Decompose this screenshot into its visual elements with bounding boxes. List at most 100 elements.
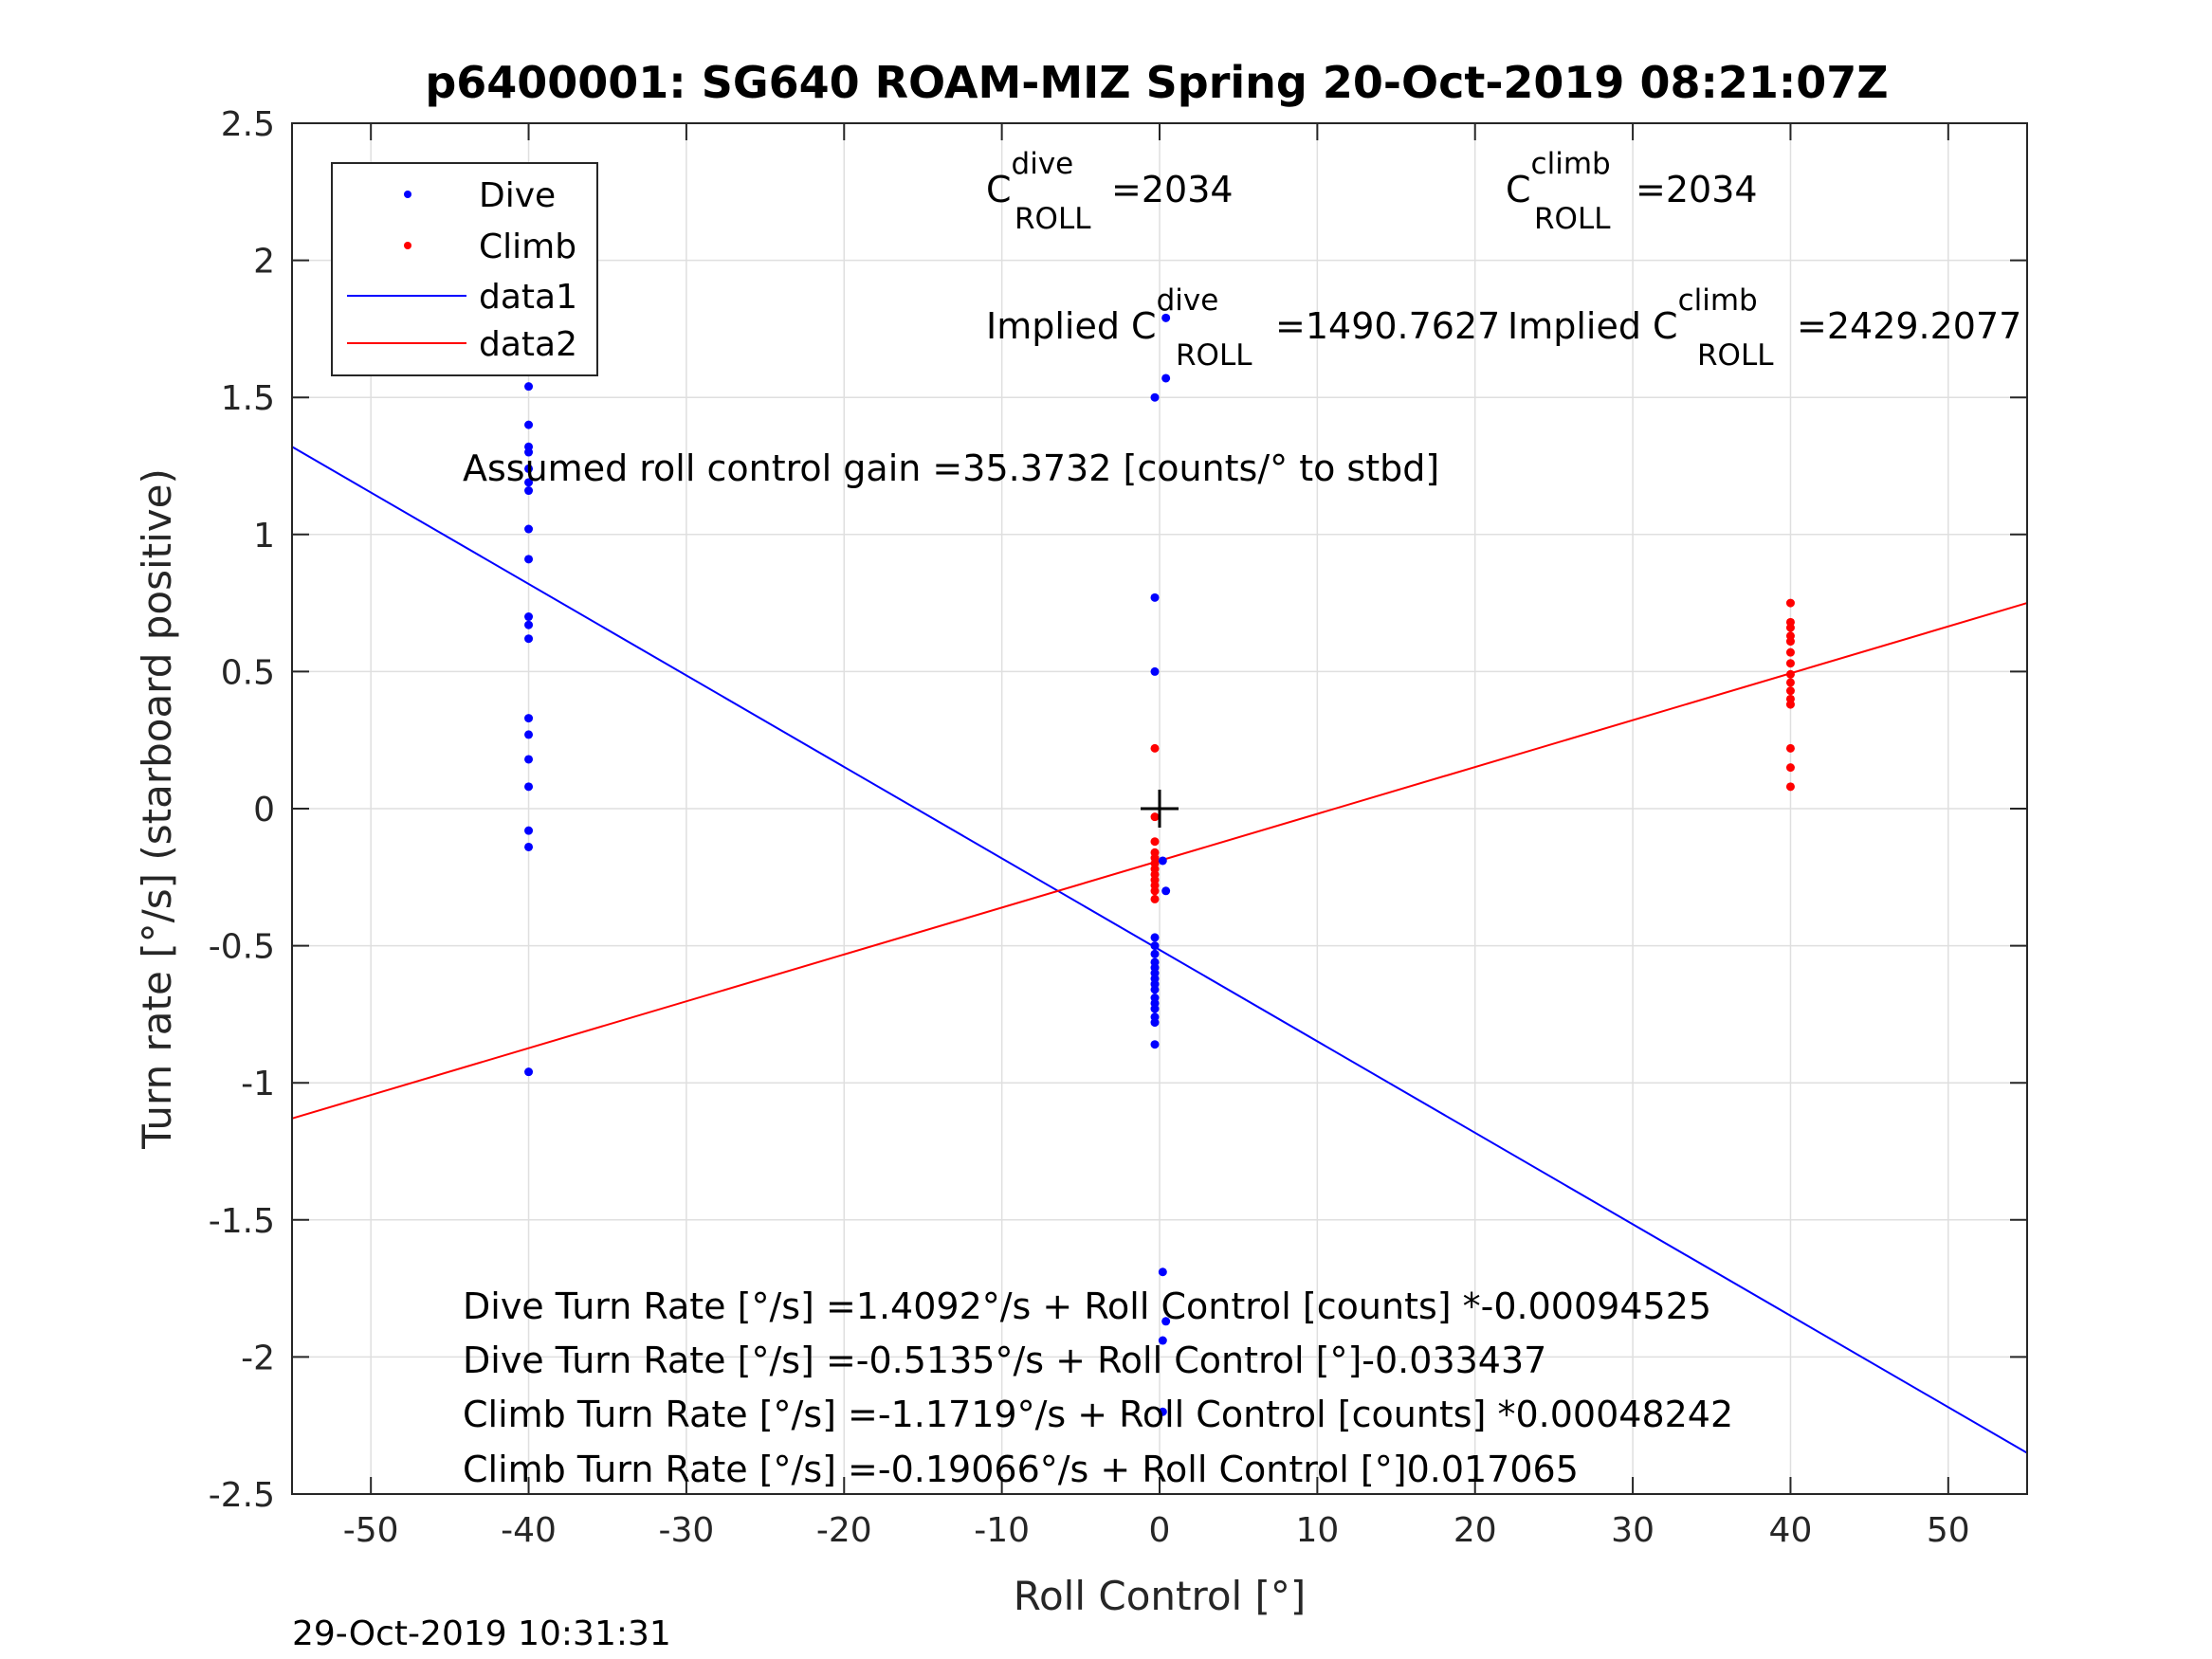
dive-point bbox=[1150, 592, 1160, 602]
implied-c-roll-climb: Implied Cclimb ROLL bbox=[1508, 283, 1774, 373]
dive-point bbox=[1161, 1317, 1171, 1326]
x-tick-label: -30 bbox=[659, 1511, 715, 1550]
c-roll-dive: Cdive ROLL bbox=[986, 147, 1091, 236]
axes-box bbox=[291, 122, 2028, 1495]
climb-point bbox=[1150, 743, 1160, 753]
climb-point bbox=[1785, 782, 1795, 792]
climb-point bbox=[1150, 894, 1160, 903]
x-axis-label: Roll Control [°] bbox=[1014, 1573, 1307, 1619]
legend-dive-marker bbox=[404, 191, 411, 198]
dive-point bbox=[524, 842, 534, 851]
climb-point bbox=[1785, 598, 1795, 608]
x-tick-label: -20 bbox=[816, 1511, 872, 1550]
dive-point bbox=[1150, 985, 1160, 994]
dive-point bbox=[524, 555, 534, 564]
dive-point bbox=[524, 714, 534, 723]
climb-point bbox=[1150, 886, 1160, 896]
dive-point bbox=[524, 524, 534, 534]
dive-point bbox=[1150, 666, 1160, 676]
dive-point bbox=[524, 447, 534, 457]
dive-point bbox=[1150, 949, 1160, 958]
dive-point bbox=[524, 420, 534, 429]
dive-point bbox=[1150, 1004, 1160, 1013]
c-roll-climb-main: C bbox=[1506, 169, 1531, 210]
y-axis-ticks: -2.5 -2 -1.5 -1 -0.5 0 0.5 1 1.5 2 2.5 bbox=[209, 105, 2027, 1515]
dive-point bbox=[1158, 1407, 1167, 1416]
dive-point bbox=[524, 478, 534, 487]
y-tick-label: -2.5 bbox=[209, 1476, 275, 1515]
roll-gain-annotation: Assumed roll control gain =35.3732 [coun… bbox=[463, 447, 1439, 489]
dive-point bbox=[524, 730, 534, 739]
y-tick-label: 2.5 bbox=[221, 105, 275, 144]
legend-climb-label: Climb bbox=[479, 228, 576, 266]
y-tick-label: -1.5 bbox=[209, 1202, 275, 1241]
climb-point bbox=[1150, 837, 1160, 847]
y-tick-label: -1 bbox=[241, 1065, 275, 1103]
dive-point bbox=[1158, 1267, 1167, 1277]
x-tick-label: -10 bbox=[974, 1511, 1030, 1550]
x-tick-label: 50 bbox=[1927, 1511, 1970, 1550]
dive-point bbox=[524, 755, 534, 764]
dive-point bbox=[1150, 392, 1160, 402]
climb-point bbox=[1785, 669, 1795, 679]
implied-climb-sub: ROLL bbox=[1697, 338, 1774, 373]
implied-dive-sub: ROLL bbox=[1176, 338, 1252, 373]
dive-point bbox=[1158, 1336, 1167, 1345]
dive-point bbox=[524, 634, 534, 644]
dive-point bbox=[1161, 374, 1171, 383]
y-axis-label: Turn rate [°/s] (starboard positive) bbox=[134, 468, 180, 1150]
dive-point bbox=[1161, 886, 1171, 896]
y-tick-label: 1 bbox=[253, 517, 275, 556]
dive-point bbox=[524, 1067, 534, 1077]
y-tick-label: 1.5 bbox=[221, 379, 275, 418]
y-tick-label: 0.5 bbox=[221, 653, 275, 692]
dive-point bbox=[1150, 1040, 1160, 1049]
climb-point bbox=[1785, 743, 1795, 753]
legend-dive-label: Dive bbox=[479, 176, 556, 215]
climb-point bbox=[1785, 700, 1795, 709]
implied-climb-sup: climb bbox=[1678, 283, 1758, 318]
x-tick-label: 20 bbox=[1453, 1511, 1497, 1550]
dive-point bbox=[1158, 856, 1167, 866]
dive-point bbox=[1161, 313, 1171, 322]
climb-point bbox=[1785, 686, 1795, 696]
climb-point bbox=[1785, 659, 1795, 668]
dive-point bbox=[524, 382, 534, 392]
climb-point bbox=[1150, 812, 1160, 822]
x-axis-ticks: -50 -40 -30 -20 -10 0 10 20 30 40 50 bbox=[343, 123, 1970, 1550]
dive-point bbox=[524, 612, 534, 622]
climb-point bbox=[1785, 763, 1795, 773]
climb-point bbox=[1785, 647, 1795, 657]
x-tick-label: 0 bbox=[1149, 1511, 1171, 1550]
x-tick-label: 10 bbox=[1295, 1511, 1339, 1550]
equation-climb-degrees: Climb Turn Rate [°/s] =-0.19066°/s + Rol… bbox=[463, 1449, 1579, 1490]
c-roll-dive-sub: ROLL bbox=[1015, 202, 1091, 236]
c-roll-climb-sup: climb bbox=[1531, 147, 1611, 181]
legend-climb-marker bbox=[404, 242, 411, 249]
climb-point bbox=[1785, 623, 1795, 632]
dive-point bbox=[1150, 933, 1160, 942]
implied-c-roll-dive: Implied Cdive ROLL bbox=[986, 283, 1252, 373]
equation-dive-degrees: Dive Turn Rate [°/s] =-0.5135°/s + Roll … bbox=[463, 1340, 1546, 1381]
x-tick-label: 40 bbox=[1769, 1511, 1813, 1550]
legend-data2-label: data2 bbox=[479, 325, 577, 364]
chart-title: p6400001: SG640 ROAM-MIZ Spring 20-Oct-2… bbox=[425, 57, 1888, 108]
y-tick-label: 0 bbox=[253, 791, 275, 830]
implied-dive-sup: dive bbox=[1157, 283, 1219, 318]
climb-point bbox=[1785, 678, 1795, 687]
equation-climb-counts: Climb Turn Rate [°/s] =-1.1719°/s + Roll… bbox=[463, 1394, 1733, 1435]
y-tick-label: -0.5 bbox=[209, 928, 275, 967]
dive-point bbox=[524, 486, 534, 496]
dive-point bbox=[524, 826, 534, 835]
c-roll-climb-value: =2034 bbox=[1636, 169, 1758, 210]
c-roll-dive-value: =2034 bbox=[1111, 169, 1234, 210]
dive-point bbox=[524, 620, 534, 629]
implied-dive-main: Implied C bbox=[986, 305, 1157, 347]
equation-dive-counts: Dive Turn Rate [°/s] =1.4092°/s + Roll C… bbox=[463, 1285, 1711, 1327]
legend: Dive Climb data1 data2 bbox=[331, 162, 598, 376]
dive-point bbox=[1150, 1018, 1160, 1028]
implied-climb-main: Implied C bbox=[1508, 305, 1678, 347]
data1-fit-line bbox=[291, 446, 2028, 1454]
dive-point bbox=[1150, 941, 1160, 951]
